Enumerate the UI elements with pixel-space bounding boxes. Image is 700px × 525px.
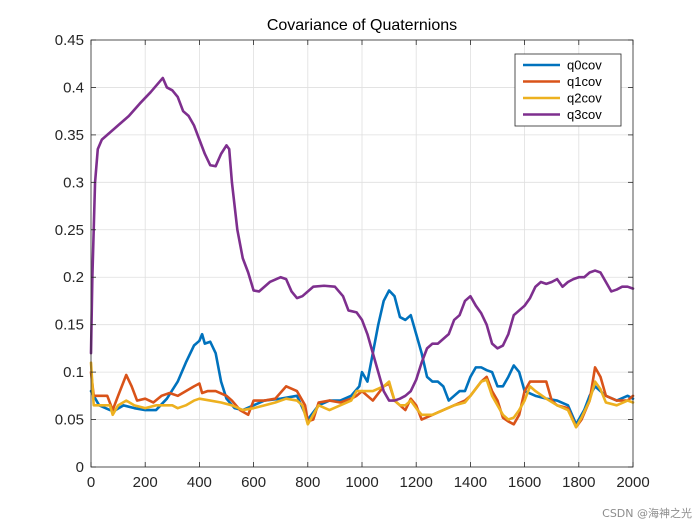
- y-tick-label: 0.2: [63, 269, 84, 286]
- series-line-q3cov: [89, 76, 635, 402]
- y-tick-label: 0.4: [63, 79, 84, 96]
- legend-label-q0cov: q0cov: [567, 58, 602, 73]
- x-tick-label: 1000: [345, 474, 378, 491]
- x-tick-label: 0: [87, 474, 95, 491]
- series-line-q2cov: [89, 361, 635, 429]
- axis-ticks: 0 200 400 600 800 1000 1200 1400 1600 1800 2000 0 0.…: [55, 32, 650, 491]
- series-line-q1cov: [89, 366, 635, 429]
- x-tick-label: 1400: [454, 474, 487, 491]
- legend-label-q1cov: q1cov: [567, 74, 602, 89]
- x-tick-label: 800: [295, 474, 320, 491]
- y-tick-label: 0.3: [63, 174, 84, 191]
- x-tick-label: 1800: [562, 474, 595, 491]
- x-tick-label: 1200: [400, 474, 433, 491]
- y-tick-label: 0.25: [55, 222, 84, 239]
- y-tick-label: 0.15: [55, 317, 84, 334]
- watermark-text: CSDN @海神之光: [602, 507, 692, 520]
- x-tick-label: 2000: [616, 474, 649, 491]
- y-tick-label: 0.05: [55, 412, 84, 429]
- x-tick-label: 1600: [508, 474, 541, 491]
- y-tick-label: 0.35: [55, 127, 84, 144]
- series-line-q0cov: [89, 289, 635, 426]
- legend-label-q3cov: q3cov: [567, 107, 602, 122]
- y-tick-label: 0: [76, 459, 84, 476]
- chart-title: Covariance of Quaternions: [267, 17, 457, 34]
- series-lines: [89, 76, 635, 429]
- x-tick-label: 200: [133, 474, 158, 491]
- y-tick-label: 0.1: [63, 364, 84, 381]
- y-tick-label: 0.45: [55, 32, 84, 49]
- x-tick-label: 400: [187, 474, 212, 491]
- x-tick-label: 600: [241, 474, 266, 491]
- legend-label-q2cov: q2cov: [567, 91, 602, 106]
